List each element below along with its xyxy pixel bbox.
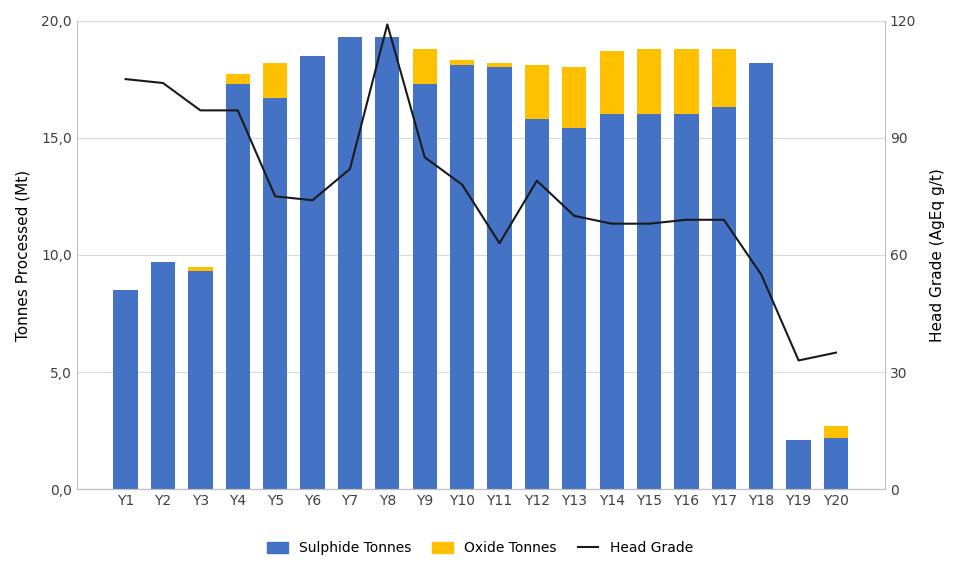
Bar xyxy=(824,426,848,438)
Bar xyxy=(488,63,512,67)
Bar xyxy=(711,108,736,489)
Bar xyxy=(300,56,324,489)
Bar xyxy=(188,271,212,489)
Bar xyxy=(338,37,362,489)
Bar xyxy=(113,290,137,489)
Bar xyxy=(599,51,624,114)
Y-axis label: Tonnes Processed (Mt): Tonnes Processed (Mt) xyxy=(15,170,30,340)
Bar xyxy=(226,74,250,84)
Bar xyxy=(226,84,250,489)
Bar xyxy=(413,49,437,84)
Bar xyxy=(563,128,587,489)
Bar xyxy=(786,440,811,489)
Bar xyxy=(824,438,848,489)
Bar xyxy=(450,60,474,65)
Bar xyxy=(188,267,212,271)
Bar xyxy=(674,114,699,489)
Bar xyxy=(263,63,287,98)
Bar xyxy=(151,262,175,489)
Bar xyxy=(636,49,661,114)
Y-axis label: Head Grade (AgEq g/t): Head Grade (AgEq g/t) xyxy=(930,168,945,342)
Bar xyxy=(599,114,624,489)
Bar xyxy=(375,37,399,489)
Bar xyxy=(636,114,661,489)
Bar xyxy=(263,98,287,489)
Bar xyxy=(413,84,437,489)
Bar xyxy=(711,49,736,108)
Bar xyxy=(525,65,549,119)
Bar xyxy=(488,67,512,489)
Bar xyxy=(749,63,774,489)
Bar xyxy=(674,49,699,114)
Bar xyxy=(525,119,549,489)
Legend: Sulphide Tonnes, Oxide Tonnes, Head Grade: Sulphide Tonnes, Oxide Tonnes, Head Grad… xyxy=(260,534,700,562)
Bar xyxy=(450,65,474,489)
Bar xyxy=(563,67,587,128)
